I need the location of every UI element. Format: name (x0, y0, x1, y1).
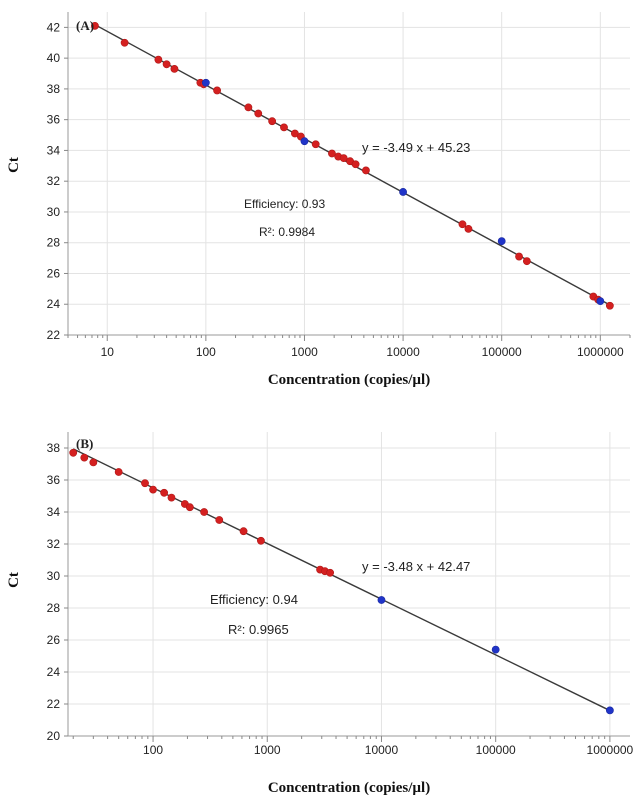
x-tick-label: 100000 (476, 743, 516, 757)
panel-label: (A) (76, 18, 94, 33)
y-tick-label: 36 (47, 113, 61, 127)
y-tick-label: 22 (47, 328, 61, 342)
sample-point (515, 252, 523, 261)
sample-point (120, 38, 129, 47)
y-tick-label: 34 (47, 505, 61, 519)
y-axis-title: Ct (6, 572, 22, 588)
sample-point (326, 568, 335, 577)
standard-point (201, 78, 210, 87)
y-tick-label: 24 (47, 297, 61, 311)
sample-point (167, 493, 176, 502)
sample-point (200, 508, 209, 516)
standard-point (596, 297, 605, 306)
x-tick-label: 1000000 (577, 345, 624, 359)
standard-point (377, 596, 386, 604)
y-tick-label: 38 (47, 82, 61, 96)
x-tick-label: 100 (196, 345, 216, 359)
y-tick-label: 32 (47, 174, 61, 188)
standard-point (300, 137, 309, 146)
sample-point (149, 485, 157, 494)
sample-point (339, 154, 348, 163)
regression-equation: y = -3.48 x + 42.47 (362, 559, 470, 574)
standard-point (605, 706, 614, 715)
x-axis-title: Concentration (copies/µl) (268, 372, 430, 388)
y-axis-title: Ct (6, 157, 22, 173)
y-tick-label: 24 (47, 665, 61, 679)
sample-point (215, 516, 224, 524)
sample-point (244, 103, 253, 112)
x-tick-label: 10 (101, 345, 115, 359)
sample-point (464, 224, 473, 233)
sample-point (362, 166, 370, 175)
sample-point (69, 448, 78, 457)
r-squared-label: R²: 0.9965 (228, 622, 289, 637)
sample-point (91, 21, 99, 30)
y-tick-label: 30 (47, 205, 61, 219)
regression-equation: y = -3.49 x + 45.23 (362, 140, 470, 155)
y-tick-label: 26 (47, 633, 61, 647)
y-tick-label: 22 (47, 697, 61, 711)
sample-point (311, 140, 320, 149)
sample-point (170, 65, 179, 73)
standard-point (497, 237, 506, 246)
standard-curve-chart-a: 22 24 26 28 30 32 34 36 38 40 42 10 100 1000 10000 1000… (6, 12, 631, 388)
sample-point (254, 109, 263, 118)
sample-point (154, 55, 163, 64)
sample-point (141, 479, 149, 488)
panel-label: (B) (76, 436, 93, 451)
sample-point (114, 468, 123, 476)
sample-point (458, 220, 467, 229)
y-tick-label: 20 (47, 729, 61, 743)
sample-point (89, 458, 98, 467)
efficiency-label: Efficiency: 0.93 (244, 197, 325, 211)
sample-point (239, 527, 248, 536)
y-tick-label: 40 (47, 51, 61, 65)
y-tick-label: 28 (47, 601, 61, 615)
x-tick-label: 100000 (482, 345, 522, 359)
sample-point (328, 149, 336, 158)
y-tick-label: 28 (47, 236, 61, 250)
x-tick-label: 1000 (291, 345, 318, 359)
y-tick-label: 42 (47, 20, 61, 34)
sample-point (268, 117, 277, 126)
sample-point (80, 453, 89, 462)
standard-point (399, 188, 407, 196)
sample-point (185, 503, 194, 512)
y-tick-label: 34 (47, 143, 61, 157)
x-tick-label: 10000 (365, 743, 399, 757)
x-tick-label: 1000 (254, 743, 281, 757)
y-tick-label: 36 (47, 473, 61, 487)
y-tick-label: 26 (47, 266, 61, 280)
sample-point (213, 86, 221, 95)
x-tick-label: 10000 (386, 345, 420, 359)
sample-point (605, 301, 614, 310)
x-axis-title: Concentration (copies/µl) (268, 780, 430, 796)
x-tick-label: 100 (143, 743, 163, 757)
panel-a: 22 24 26 28 30 32 34 36 38 40 42 10 100 1000 10000 1000… (6, 12, 631, 388)
plot-area (68, 12, 630, 335)
sample-point (522, 257, 531, 266)
sample-point (280, 123, 288, 132)
panel-b: 20 22 24 26 28 30 32 34 36 38 100 1000 10000 100000 10… (0, 418, 636, 796)
y-tick-label: 30 (47, 569, 61, 583)
sample-point (351, 160, 360, 169)
y-tick-label: 38 (47, 441, 61, 455)
efficiency-label: Efficiency: 0.94 (210, 592, 298, 607)
standard-point (491, 645, 500, 654)
sample-point (160, 488, 169, 497)
sample-point (257, 536, 265, 545)
standard-curve-chart-b: 20 22 24 26 28 30 32 34 36 38 100 1000 10000 100000 10… (6, 432, 634, 796)
r-squared-label: R²: 0.9984 (259, 225, 315, 239)
x-tick-label: 1000000 (587, 743, 634, 757)
y-tick-label: 32 (47, 537, 61, 551)
sample-point (162, 60, 171, 69)
